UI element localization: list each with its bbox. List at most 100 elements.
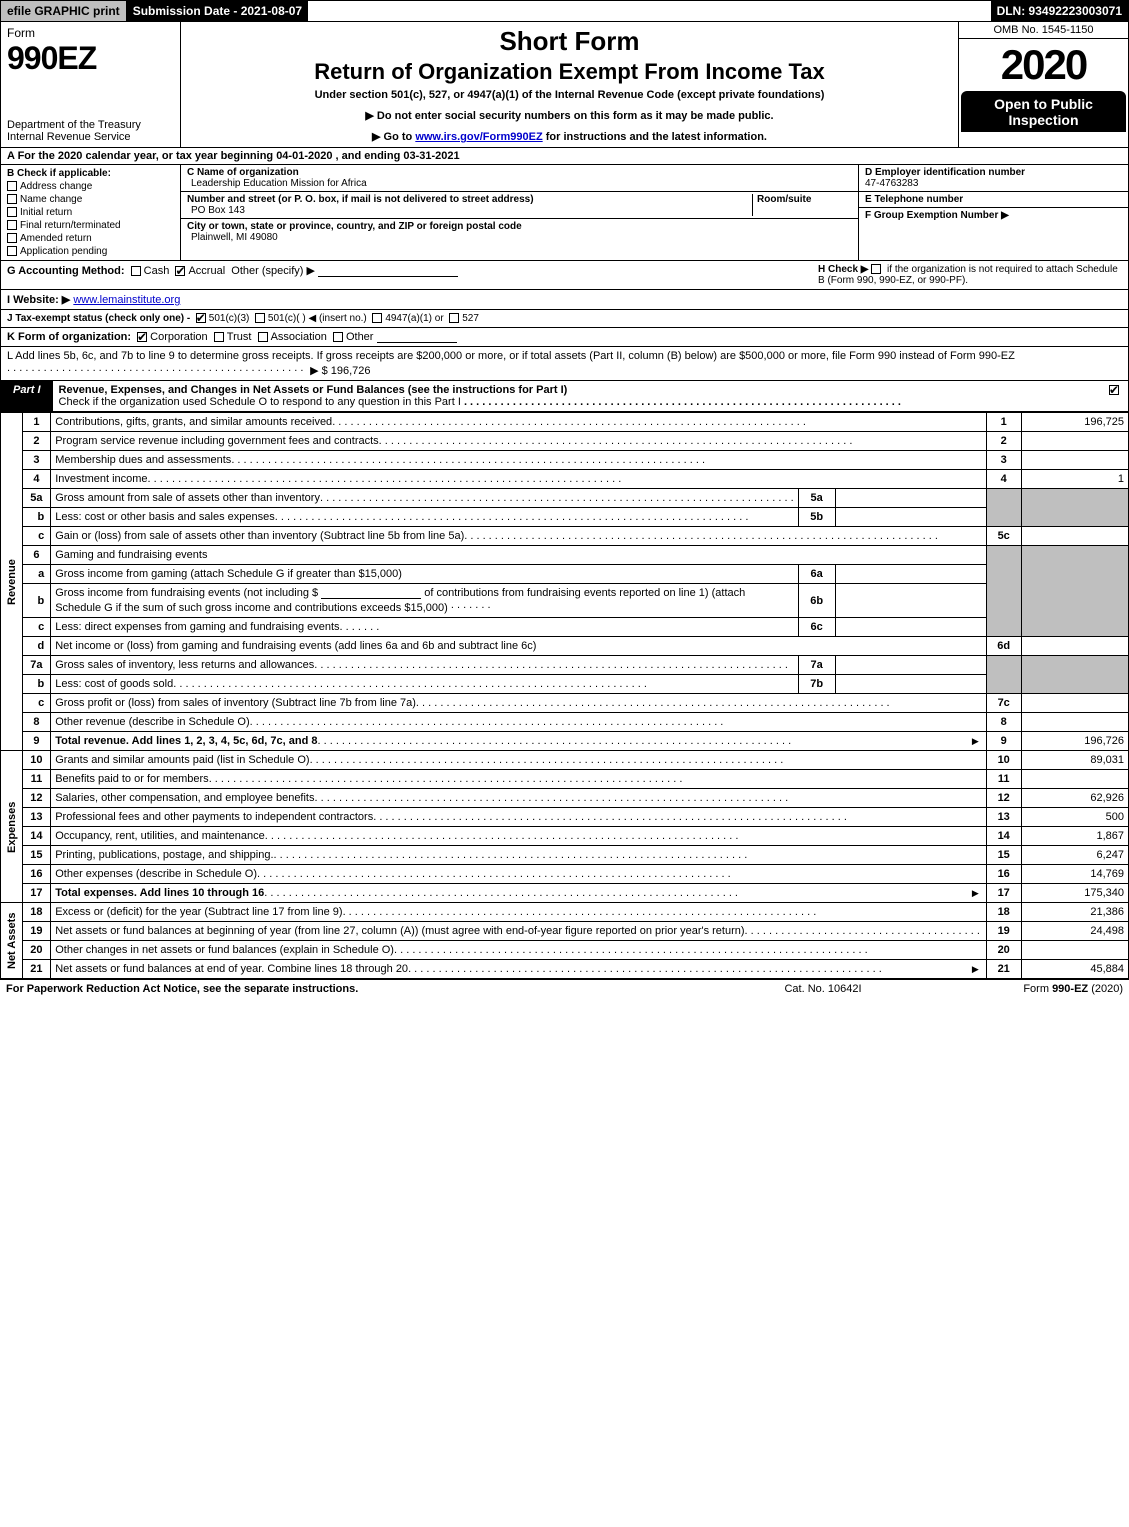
chk-501c3[interactable] bbox=[196, 313, 206, 323]
chk-final-return[interactable]: Final return/terminated bbox=[7, 220, 174, 231]
subtitle-code: Under section 501(c), 527, or 4947(a)(1)… bbox=[189, 89, 950, 101]
chk-corporation[interactable] bbox=[137, 332, 147, 342]
chk-accrual[interactable] bbox=[175, 266, 185, 276]
dln: DLN: 93492223003071 bbox=[991, 1, 1128, 21]
form-header: Form 990EZ Department of the Treasury In… bbox=[0, 22, 1129, 148]
goto-post: for instructions and the latest informat… bbox=[546, 131, 767, 143]
city-value: Plainwell, MI 49080 bbox=[191, 232, 852, 243]
header-right: OMB No. 1545-1150 2020 Open to Public In… bbox=[958, 22, 1128, 147]
sidelabel-netassets: Net Assets bbox=[1, 903, 23, 979]
efile-print-button[interactable]: efile GRAPHIC print bbox=[1, 1, 127, 21]
line-5c: c Gain or (loss) from sale of assets oth… bbox=[1, 527, 1129, 546]
chk-4947[interactable] bbox=[372, 313, 382, 323]
title-short-form: Short Form bbox=[189, 26, 950, 57]
omb-number: OMB No. 1545-1150 bbox=[959, 22, 1128, 39]
part1-header: Part I Revenue, Expenses, and Changes in… bbox=[0, 381, 1129, 412]
line-13: 13 Professional fees and other payments … bbox=[1, 808, 1129, 827]
line-6a: a Gross income from gaming (attach Sched… bbox=[1, 565, 1129, 584]
chk-trust[interactable] bbox=[214, 332, 224, 342]
chk-other-org[interactable] bbox=[333, 332, 343, 342]
other-blank[interactable] bbox=[318, 266, 458, 277]
line-6d: d Net income or (loss) from gaming and f… bbox=[1, 637, 1129, 656]
title-return: Return of Organization Exempt From Incom… bbox=[189, 59, 950, 85]
footer-catno: Cat. No. 10642I bbox=[723, 983, 923, 995]
line-20: 20 Other changes in net assets or fund b… bbox=[1, 941, 1129, 960]
part1-sub: Check if the organization used Schedule … bbox=[59, 396, 461, 408]
chk-name-change[interactable]: Name change bbox=[7, 194, 174, 205]
chk-initial-return[interactable]: Initial return bbox=[7, 207, 174, 218]
chk-address-change[interactable]: Address change bbox=[7, 181, 174, 192]
line-7b: b Less: cost of goods sold 7b bbox=[1, 675, 1129, 694]
line-15: 15 Printing, publications, postage, and … bbox=[1, 846, 1129, 865]
row-k: K Form of organization: Corporation Trus… bbox=[0, 328, 1129, 347]
line-4: 4 Investment income 4 1 bbox=[1, 470, 1129, 489]
chk-amended-return[interactable]: Amended return bbox=[7, 233, 174, 244]
l-arrow: ▶ bbox=[310, 365, 318, 377]
submission-date: Submission Date - 2021-08-07 bbox=[127, 1, 309, 21]
tax-year: 2020 bbox=[959, 39, 1128, 91]
goto-pre: ▶ Go to bbox=[372, 131, 415, 143]
page-footer: For Paperwork Reduction Act Notice, see … bbox=[0, 979, 1129, 998]
top-bar: efile GRAPHIC print Submission Date - 20… bbox=[0, 0, 1129, 22]
part1-tag: Part I bbox=[1, 381, 53, 411]
line-7c: c Gross profit or (loss) from sales of i… bbox=[1, 694, 1129, 713]
part1-title: Revenue, Expenses, and Changes in Net As… bbox=[53, 381, 1103, 411]
h-label: H Check ▶ bbox=[818, 264, 868, 275]
addr-label: Number and street (or P. O. box, if mail… bbox=[187, 194, 752, 205]
line-8: 8 Other revenue (describe in Schedule O)… bbox=[1, 713, 1129, 732]
chk-527[interactable] bbox=[449, 313, 459, 323]
org-name: Leadership Education Mission for Africa bbox=[191, 178, 852, 189]
g-label: G Accounting Method: bbox=[7, 265, 125, 277]
org-name-row: C Name of organization Leadership Educat… bbox=[181, 165, 858, 192]
line-12: 12 Salaries, other compensation, and emp… bbox=[1, 789, 1129, 808]
part1-table: Revenue 1 Contributions, gifts, grants, … bbox=[0, 412, 1129, 979]
line-6c: c Less: direct expenses from gaming and … bbox=[1, 618, 1129, 637]
addr-value: PO Box 143 bbox=[191, 205, 752, 216]
h-schedule-b: H Check ▶ if the organization is not req… bbox=[812, 264, 1122, 286]
tax-period: A For the 2020 calendar year, or tax yea… bbox=[0, 148, 1129, 165]
line-3: 3 Membership dues and assessments 3 bbox=[1, 451, 1129, 470]
chk-application-pending[interactable]: Application pending bbox=[7, 246, 174, 257]
website-link[interactable]: www.lemainstitute.org bbox=[73, 294, 180, 306]
line-6: 6 Gaming and fundraising events bbox=[1, 546, 1129, 565]
department: Department of the Treasury Internal Reve… bbox=[7, 119, 174, 143]
row-gh: G Accounting Method: Cash Accrual Other … bbox=[0, 261, 1129, 290]
address-row: Number and street (or P. O. box, if mail… bbox=[181, 192, 858, 219]
i-label: I Website: ▶ bbox=[7, 294, 70, 306]
line-6b: b Gross income from fundraising events (… bbox=[1, 584, 1129, 618]
irs-link[interactable]: www.irs.gov/Form990EZ bbox=[415, 131, 542, 143]
line-21: 21 Net assets or fund balances at end of… bbox=[1, 960, 1129, 979]
chk-association[interactable] bbox=[258, 332, 268, 342]
line-7a: 7a Gross sales of inventory, less return… bbox=[1, 656, 1129, 675]
f-label: F Group Exemption Number ▶ bbox=[865, 210, 1122, 221]
header-left: Form 990EZ Department of the Treasury In… bbox=[1, 22, 181, 147]
sidelabel-revenue: Revenue bbox=[1, 413, 23, 751]
k-label: K Form of organization: bbox=[7, 331, 131, 343]
chk-cash[interactable] bbox=[131, 266, 141, 276]
c-label: C Name of organization bbox=[187, 167, 852, 178]
entity-right: D Employer identification number 47-4763… bbox=[858, 165, 1128, 260]
entity-mid: C Name of organization Leadership Educat… bbox=[181, 165, 858, 260]
form-word: Form bbox=[7, 26, 35, 40]
line-2: 2 Program service revenue including gove… bbox=[1, 432, 1129, 451]
phone-cell: E Telephone number bbox=[859, 192, 1128, 208]
part1-checkbox[interactable] bbox=[1103, 381, 1128, 411]
l-text: L Add lines 5b, 6c, and 7b to line 9 to … bbox=[7, 350, 1015, 362]
line-5b: b Less: cost or other basis and sales ex… bbox=[1, 508, 1129, 527]
row-l: L Add lines 5b, 6c, and 7b to line 9 to … bbox=[0, 347, 1129, 381]
chk-schedule-b[interactable] bbox=[871, 264, 881, 274]
row-j: J Tax-exempt status (check only one) - 5… bbox=[0, 310, 1129, 328]
g-accounting: G Accounting Method: Cash Accrual Other … bbox=[7, 264, 812, 286]
line-5a: 5a Gross amount from sale of assets othe… bbox=[1, 489, 1129, 508]
line-18: Net Assets 18 Excess or (deficit) for th… bbox=[1, 903, 1129, 922]
section-b: B Check if applicable: Address change Na… bbox=[1, 165, 181, 260]
subtitle-ssn: ▶ Do not enter social security numbers o… bbox=[189, 109, 950, 122]
line-14: 14 Occupancy, rent, utilities, and maint… bbox=[1, 827, 1129, 846]
line-16: 16 Other expenses (describe in Schedule … bbox=[1, 865, 1129, 884]
line-1: Revenue 1 Contributions, gifts, grants, … bbox=[1, 413, 1129, 432]
open-to-public: Open to Public Inspection bbox=[961, 91, 1126, 132]
chk-501c[interactable] bbox=[255, 313, 265, 323]
j-label: J Tax-exempt status (check only one) - bbox=[7, 313, 190, 324]
line-9: 9 Total revenue. Add lines 1, 2, 3, 4, 5… bbox=[1, 732, 1129, 751]
d-label: D Employer identification number bbox=[865, 167, 1122, 178]
